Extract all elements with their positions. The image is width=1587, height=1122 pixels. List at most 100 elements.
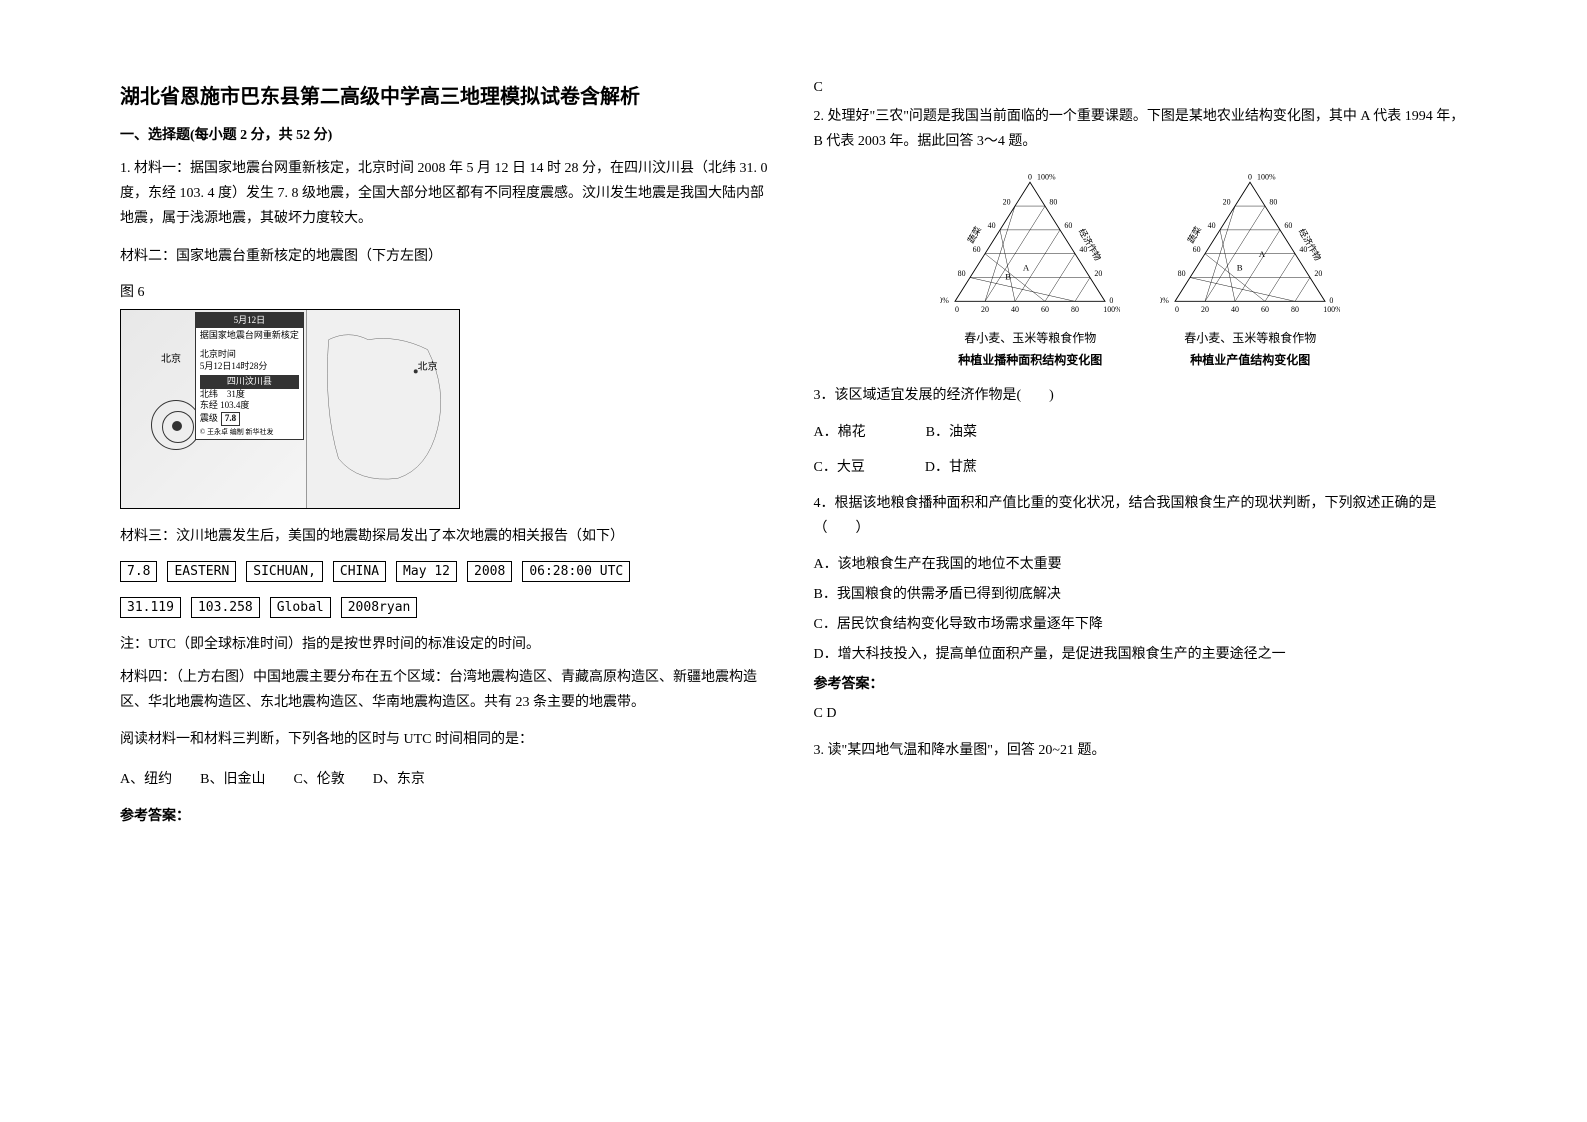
- svg-text:40: 40: [1011, 305, 1019, 314]
- svg-text:20: 20: [1201, 305, 1209, 314]
- svg-text:0: 0: [1028, 173, 1032, 182]
- triangle-chart-2: 0 100% 20 80 40 60 60 40 80 20 100% 0 0 …: [1160, 169, 1340, 368]
- usgs-data-row1: 7.8 EASTERN SICHUAN, CHINA May 12 2008 0…: [120, 561, 774, 582]
- triangle-svg-2: 0 100% 20 80 40 60 60 40 80 20 100% 0 0 …: [1160, 169, 1340, 319]
- data-cell: CHINA: [333, 561, 386, 582]
- chart1-label: 种植业播种面积结构变化图: [940, 351, 1120, 368]
- q1-material2: 材料二：国家地震台重新核定的地震图（下方左图）: [120, 244, 774, 269]
- map-beijing-label: 北京: [161, 350, 181, 365]
- svg-text:20: 20: [981, 305, 989, 314]
- svg-text:20: 20: [1223, 198, 1231, 207]
- q3-opt-d: D．甘蔗: [925, 456, 977, 476]
- svg-text:60: 60: [1261, 305, 1269, 314]
- svg-text:40: 40: [1208, 221, 1216, 230]
- svg-text:B: B: [1237, 263, 1243, 273]
- q1-options: A、纽约 B、旧金山 C、伦敦 D、东京: [120, 765, 774, 796]
- triangle-charts-container: 0 100% 20 80 40 60 60 40 80 20 100% 0 0 …: [814, 169, 1468, 368]
- svg-text:0: 0: [1175, 305, 1179, 314]
- q1-answer: C: [814, 80, 1468, 96]
- earthquake-map: 5月12日 据国家地震台网重新核定 北京时间 5月12日14时28分 四川汶川县…: [120, 309, 460, 509]
- svg-text:40: 40: [1231, 305, 1239, 314]
- data-cell: Global: [270, 597, 331, 618]
- svg-text:100%: 100%: [940, 296, 949, 305]
- q4-text: 4．根据该地粮食播种面积和产值比重的变化状况，结合我国粮食生产的现状判断，下列叙…: [814, 491, 1468, 541]
- q3-opt-c: C．大豆: [814, 456, 865, 476]
- svg-text:100%: 100%: [1103, 305, 1120, 314]
- q1-material1: 1. 材料一：据国家地震台网重新核定，北京时间 2008 年 5 月 12 日 …: [120, 156, 774, 232]
- data-cell: 2008: [467, 561, 512, 582]
- svg-text:60: 60: [973, 245, 981, 254]
- triangle-chart-1: 0 100% 20 80 40 60 60 40 80 20 100% 0 0 …: [940, 169, 1120, 368]
- q1-material4: 材料四：（上方右图）中国地震主要分布在五个区域：台湾地震构造区、青藏高原构造区、…: [120, 665, 774, 715]
- chart2-axis-bottom: 春小麦、玉米等粮食作物: [1160, 329, 1340, 346]
- svg-text:0: 0: [1248, 173, 1252, 182]
- map-mag-label: 震级: [200, 413, 218, 425]
- q1-question: 阅读材料一和材料三判断，下列各地的区时与 UTC 时间相同的是：: [120, 727, 774, 752]
- data-cell: EASTERN: [167, 561, 236, 582]
- svg-text:A: A: [1023, 263, 1030, 273]
- data-cell: 06:28:00 UTC: [522, 561, 630, 582]
- data-cell: May 12: [396, 561, 457, 582]
- q3-prompt: 3. 读"某四地气温和降水量图"，回答 20~21 题。: [814, 738, 1468, 763]
- data-cell: 2008ryan: [341, 597, 418, 618]
- svg-text:0: 0: [1330, 296, 1334, 305]
- q3-opt-b: B．油菜: [926, 421, 977, 441]
- svg-text:0: 0: [1110, 296, 1114, 305]
- svg-text:20: 20: [1095, 269, 1103, 278]
- svg-text:80: 80: [1071, 305, 1079, 314]
- figure-6-label: 图 6: [120, 281, 774, 301]
- map-mag-value: 7.8: [221, 412, 240, 426]
- svg-text:60: 60: [1285, 221, 1293, 230]
- section-1-title: 一、选择题(每小题 2 分，共 52 分): [120, 124, 774, 144]
- map-source-text: 据国家地震台网重新核定: [200, 330, 299, 342]
- data-cell: SICHUAN,: [246, 561, 323, 582]
- svg-text:40: 40: [988, 221, 996, 230]
- document-title: 湖北省恩施市巴东县第二高级中学高三地理模拟试卷含解析: [120, 80, 774, 109]
- q1-material3: 材料三：汶川地震发生后，美国的地震勘探局发出了本次地震的相关报告（如下）: [120, 524, 774, 549]
- svg-text:100%: 100%: [1160, 296, 1169, 305]
- epicenter-icon: [151, 400, 201, 450]
- map-lon-text: 东经 103.4度: [200, 400, 299, 412]
- map-time-text: 5月12日14时28分: [200, 361, 299, 373]
- map-time-label: 北京时间: [200, 349, 299, 361]
- q3-text: 3．该区域适宜发展的经济作物是( ): [814, 383, 1468, 408]
- triangle-svg-1: 0 100% 20 80 40 60 60 40 80 20 100% 0 0 …: [940, 169, 1120, 319]
- map-right-panel: 北京: [307, 310, 459, 508]
- svg-text:蔬菜: 蔬菜: [965, 224, 983, 245]
- svg-text:20: 20: [1003, 198, 1011, 207]
- map-info-box: 据国家地震台网重新核定 北京时间 5月12日14时28分 四川汶川县 北纬 31…: [195, 327, 304, 440]
- svg-text:80: 80: [1050, 198, 1058, 207]
- svg-text:100%: 100%: [1323, 305, 1340, 314]
- data-cell: 31.119: [120, 597, 181, 618]
- svg-text:60: 60: [1041, 305, 1049, 314]
- q4-opt-a: A．该地粮食生产在我国的地位不太重要: [814, 553, 1468, 573]
- usgs-data-row2: 31.119 103.258 Global 2008ryan: [120, 597, 774, 618]
- map-left-panel: 5月12日 据国家地震台网重新核定 北京时间 5月12日14时28分 四川汶川县…: [121, 310, 307, 508]
- svg-text:100%: 100%: [1037, 173, 1056, 182]
- utc-note: 注：UTC（即全球标准时间）指的是按世界时间的标准设定的时间。: [120, 633, 774, 653]
- svg-text:80: 80: [1178, 269, 1186, 278]
- svg-text:80: 80: [1270, 198, 1278, 207]
- svg-text:60: 60: [1193, 245, 1201, 254]
- q3-opt-a: A．棉花: [814, 421, 866, 441]
- q2-answer: C D: [814, 701, 1468, 726]
- svg-text:80: 80: [1291, 305, 1299, 314]
- q4-opt-c: C．居民饮食结构变化导致市场需求量逐年下降: [814, 613, 1468, 633]
- svg-text:0: 0: [955, 305, 959, 314]
- chart1-axis-bottom: 春小麦、玉米等粮食作物: [940, 329, 1120, 346]
- svg-text:100%: 100%: [1257, 173, 1276, 182]
- map-location-header: 四川汶川县: [200, 375, 299, 389]
- q2-intro: 2. 处理好"三农"问题是我国当前面临的一个重要课题。下图是某地农业结构变化图，…: [814, 104, 1468, 154]
- data-cell: 103.258: [191, 597, 260, 618]
- svg-text:20: 20: [1315, 269, 1323, 278]
- map-date-header: 5月12日: [195, 312, 304, 327]
- svg-text:B: B: [1006, 272, 1012, 282]
- svg-text:60: 60: [1065, 221, 1073, 230]
- svg-text:80: 80: [958, 269, 966, 278]
- q4-opt-d: D．增大科技投入，提高单位面积产量，是促进我国粮食生产的主要途径之一: [814, 643, 1468, 663]
- q4-opt-b: B．我国粮食的供需矛盾已得到彻底解决: [814, 583, 1468, 603]
- q2-answer-label: 参考答案：: [814, 673, 1468, 693]
- map-lat-text: 北纬 31度: [200, 389, 299, 401]
- svg-text:A: A: [1259, 250, 1266, 260]
- chart2-label: 种植业产值结构变化图: [1160, 351, 1340, 368]
